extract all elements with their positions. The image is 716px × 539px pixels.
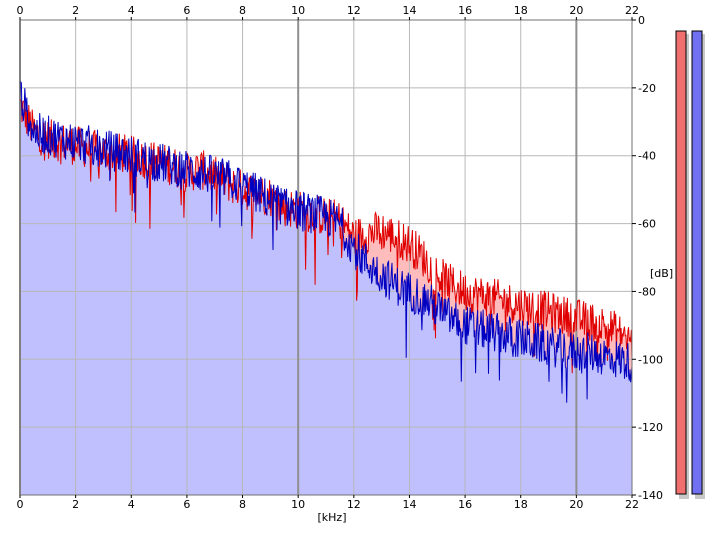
- x-tick-label-top: 18: [514, 4, 528, 17]
- x-tick-label-top: 20: [569, 4, 583, 17]
- x-tick-label-bottom: 12: [347, 498, 361, 511]
- x-tick-label-top: 0: [17, 4, 24, 17]
- x-tick-label-top: 14: [402, 4, 416, 17]
- x-tick-label-bottom: 4: [128, 498, 135, 511]
- x-tick-label-bottom: 6: [183, 498, 190, 511]
- x-tick-label-top: 16: [458, 4, 472, 17]
- x-tick-label-bottom: 18: [514, 498, 528, 511]
- x-tick-label-top: 22: [625, 4, 639, 17]
- plot-frame: [19, 19, 633, 496]
- x-tick-label-bottom: 14: [402, 498, 416, 511]
- x-tick-label-bottom: 16: [458, 498, 472, 511]
- x-tick-label-bottom: 0: [17, 498, 24, 511]
- series-1-fill: [20, 81, 632, 496]
- y-tick-label: 0: [638, 14, 645, 27]
- y-tick-label: -100: [638, 353, 663, 366]
- x-tick-label-top: 10: [291, 4, 305, 17]
- x-tick-label-top: 2: [72, 4, 79, 17]
- x-tick-label-top: 12: [347, 4, 361, 17]
- x-tick-label-bottom: 10: [291, 498, 305, 511]
- x-tick-label-top: 6: [183, 4, 190, 17]
- x-tick-label-bottom: 22: [625, 498, 639, 511]
- y-tick-label: -120: [638, 421, 663, 434]
- x-axis-label: [kHz]: [318, 511, 347, 524]
- y-axis-label: [dB]: [650, 267, 673, 280]
- level-meter-1: [691, 30, 703, 495]
- series-1-line: [19, 80, 633, 403]
- y-tick-label: -60: [638, 218, 656, 231]
- x-tick-label-top: 4: [128, 4, 135, 17]
- x-tick-label-bottom: 2: [72, 498, 79, 511]
- y-tick-label: -80: [638, 285, 656, 298]
- y-tick-label: -140: [638, 489, 663, 502]
- x-tick-label-bottom: 8: [239, 498, 246, 511]
- y-tick-label: -20: [638, 82, 656, 95]
- x-tick-label-top: 8: [239, 4, 246, 17]
- x-tick-label-bottom: 20: [569, 498, 583, 511]
- y-tick-label: -40: [638, 150, 656, 163]
- level-meter-0: [675, 30, 687, 495]
